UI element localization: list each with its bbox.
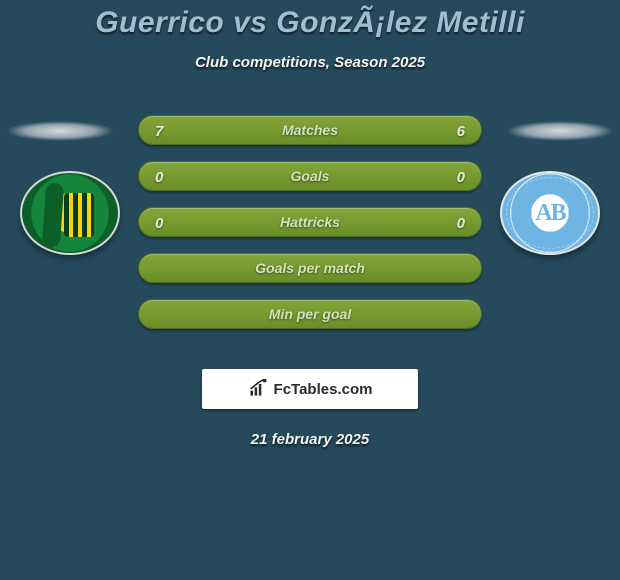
stat-left-value: 0 bbox=[155, 208, 163, 238]
infographic: Guerrico vs GonzÃ¡lez Metilli Club compe… bbox=[0, 0, 620, 580]
stat-label: Matches bbox=[282, 122, 338, 138]
stat-row-goals: 0 Goals 0 bbox=[138, 161, 482, 191]
stat-label: Hattricks bbox=[280, 214, 340, 230]
stat-left-value: 0 bbox=[155, 162, 163, 192]
player-left-silhouette bbox=[6, 121, 114, 141]
subtitle: Club competitions, Season 2025 bbox=[0, 54, 620, 71]
stat-left-value: 7 bbox=[155, 116, 163, 146]
page-title: Guerrico vs GonzÃ¡lez Metilli bbox=[0, 6, 620, 40]
stat-label: Goals per match bbox=[255, 260, 365, 276]
stat-row-matches: 7 Matches 6 bbox=[138, 115, 482, 145]
watermark: FcTables.com bbox=[202, 369, 418, 409]
stat-right-value: 0 bbox=[457, 162, 465, 192]
stat-row-min-per-goal: Min per goal bbox=[138, 299, 482, 329]
stat-row-hattricks: 0 Hattricks 0 bbox=[138, 207, 482, 237]
stat-right-value: 0 bbox=[457, 208, 465, 238]
stat-label: Goals bbox=[291, 168, 330, 184]
belgrano-crest: AB bbox=[500, 171, 600, 255]
fctables-logo-icon bbox=[248, 379, 268, 399]
stat-rows: 7 Matches 6 0 Goals 0 0 Hattricks 0 Goal… bbox=[138, 115, 482, 345]
aldosivi-crest bbox=[20, 171, 120, 255]
watermark-text: FcTables.com bbox=[274, 381, 373, 398]
belgrano-initials: AB bbox=[535, 200, 564, 227]
player-right-silhouette bbox=[506, 121, 614, 141]
stat-row-goals-per-match: Goals per match bbox=[138, 253, 482, 283]
date: 21 february 2025 bbox=[0, 431, 620, 448]
stat-label: Min per goal bbox=[269, 306, 351, 322]
stat-right-value: 6 bbox=[457, 116, 465, 146]
comparison-stage: AB 7 Matches 6 0 Goals 0 0 Hattricks 0 bbox=[0, 111, 620, 351]
